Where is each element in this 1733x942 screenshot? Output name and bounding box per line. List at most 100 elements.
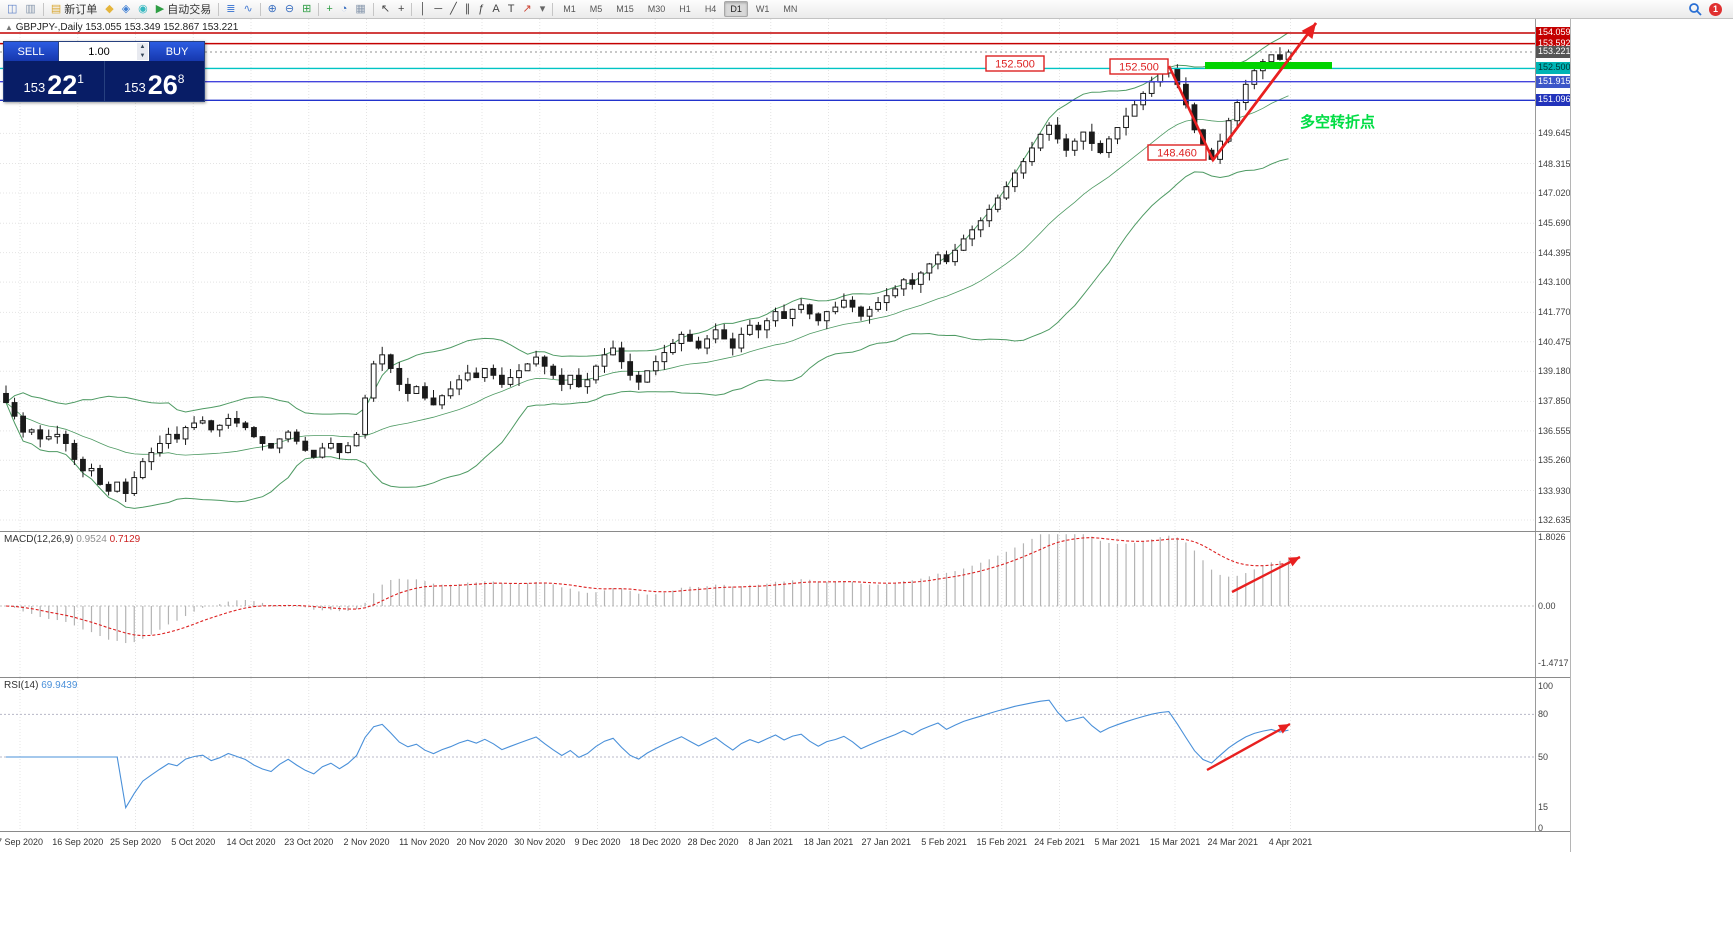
- date-label: 5 Oct 2020: [171, 837, 216, 847]
- timeframe-h4[interactable]: H4: [704, 4, 717, 14]
- horizontal-line-icon: ─: [434, 2, 443, 15]
- bollinger-bands: [5, 32, 1289, 509]
- vertical-line-icon[interactable]: │: [415, 1, 430, 18]
- price-label: 132.635: [1538, 514, 1570, 525]
- fibonacci-icon: ƒ: [478, 2, 485, 15]
- fibonacci-icon[interactable]: ƒ: [474, 1, 488, 18]
- svg-text:148.460: 148.460: [1157, 148, 1197, 160]
- trendline-icon[interactable]: ╱: [446, 1, 461, 18]
- notification-badge[interactable]: 1: [1709, 2, 1722, 16]
- date-label: 30 Nov 2020: [514, 837, 566, 847]
- date-label: 23 Oct 2020: [284, 837, 334, 847]
- timeframe-h1[interactable]: H1: [679, 4, 691, 14]
- new-order-button-label: 新订单: [64, 4, 98, 16]
- timeframe-w1[interactable]: W1: [755, 4, 770, 14]
- rsi-scale: 100 80 50 15 0: [1535, 678, 1570, 831]
- sell-button[interactable]: SELL: [4, 42, 58, 61]
- text-icon[interactable]: A: [488, 1, 503, 18]
- bar-chart-icon[interactable]: ≣: [222, 1, 239, 18]
- macd-scale-label: 0.00: [1538, 601, 1556, 611]
- date-label: 25 Sep 2020: [109, 837, 162, 847]
- rsi-scale-label: 100: [1538, 681, 1554, 691]
- channel-icon: ∥: [464, 2, 471, 15]
- line-chart-icon: ∿: [243, 2, 253, 15]
- support-zone-bar[interactable]: [1205, 62, 1332, 69]
- volume-input[interactable]: [59, 44, 149, 59]
- rsi-scale-label: 50: [1538, 752, 1549, 762]
- timeframe-m30[interactable]: M30: [647, 4, 666, 14]
- market-watch-icon[interactable]: ◈: [118, 1, 134, 18]
- crosshair-icon[interactable]: +: [394, 1, 408, 18]
- arrows-icon: ↗: [522, 2, 532, 15]
- cursor-icon[interactable]: ↖: [377, 1, 394, 18]
- rsi-panel: RSI(14) 69.9439 100 80 50 15 0: [0, 678, 1570, 832]
- buy-button[interactable]: BUY: [150, 42, 204, 61]
- timeframe-m1[interactable]: M1: [563, 4, 576, 14]
- macd-scale-label: -1.4717: [1538, 658, 1569, 669]
- channel-icon[interactable]: ∥: [461, 1, 475, 18]
- macd-panel: MACD(12,26,9) 0.9524 0.7129 1.8026 0.00 -1…: [0, 532, 1570, 678]
- price-label: 144.395: [1538, 247, 1570, 258]
- new-order-button[interactable]: ▤ 新订单: [47, 1, 101, 18]
- bar-chart-icon: ≣: [226, 2, 236, 15]
- price-label: 135.260: [1538, 455, 1570, 466]
- timeframe-buttons: M1 M5 M15 M30 H1 H4 D1 W1 MN: [556, 1, 804, 17]
- zoom-out-icon[interactable]: ⊖: [281, 1, 298, 18]
- timeframe-m5[interactable]: M5: [589, 4, 603, 14]
- date-label: 11 Nov 2020: [399, 837, 450, 847]
- price-label: 145.690: [1538, 218, 1570, 229]
- price-label: 133.930: [1538, 485, 1570, 496]
- main-grid: [0, 19, 1535, 531]
- new-chart-icon[interactable]: ◫: [3, 1, 21, 18]
- tile-windows-icon: ⊞: [302, 2, 312, 15]
- macd-scale: 1.8026 0.00 -1.4717: [1535, 532, 1570, 677]
- sell-price[interactable]: 153 22 1: [4, 61, 104, 101]
- volume-down-icon[interactable]: ▼: [137, 51, 148, 60]
- metaeditor-icon: ◆: [105, 2, 114, 15]
- autotrading-button[interactable]: ▶ 自动交易: [152, 1, 215, 18]
- price-annotation-box[interactable]: [1109, 58, 1169, 75]
- price-annotation-box[interactable]: [1147, 144, 1207, 161]
- dropdown-icon: ▾: [539, 2, 546, 15]
- sell-price-big: 22: [47, 70, 78, 101]
- macd-value-main: 0.9524: [76, 534, 107, 545]
- line-chart-icon[interactable]: ∿: [239, 1, 256, 18]
- buy-price-base: 153: [124, 80, 146, 95]
- toolbar-separator: [552, 2, 554, 16]
- date-label: 24 Feb 2021: [1034, 837, 1085, 847]
- arrows-icon[interactable]: ↗: [518, 1, 535, 18]
- price-badge: 152.500: [1536, 62, 1570, 75]
- timeframe-d1[interactable]: D1: [724, 1, 748, 17]
- toolbar-separator: [318, 2, 320, 16]
- data-window-icon[interactable]: ◉: [134, 1, 152, 18]
- price-label: 137.850: [1538, 396, 1570, 407]
- symbol-title: GBPJPY-,Daily: [15, 22, 83, 33]
- horizontal-line-icon[interactable]: ─: [430, 1, 446, 18]
- dropdown-icon[interactable]: ▾: [536, 1, 550, 18]
- price-badge: 154.059: [1536, 27, 1570, 39]
- timeframe-mn[interactable]: MN: [783, 4, 798, 14]
- label-icon[interactable]: T: [504, 1, 519, 18]
- periods-icon[interactable]: ◔: [337, 1, 352, 18]
- toolbar: ◫ ▥ ▤ 新订单 ◆ ◈ ◉ ▶ 自动交易 ≣ ∿ ⊕ ⊖ ⊞ + ◔ ▦ ↖ + │ ─ ╱ ∥ ƒ A T ↗ ▾ M1 M5 M1…: [0, 0, 1733, 19]
- toolbar-separator: [259, 2, 261, 16]
- symbol-ohlc-values: 153.055 153.349 152.867 153.221: [85, 22, 239, 33]
- buy-price[interactable]: 153 26 8: [105, 61, 205, 101]
- indicators-icon[interactable]: +: [322, 1, 336, 18]
- macd-arrow[interactable]: [1231, 555, 1301, 594]
- templates-icon[interactable]: ▦: [351, 1, 369, 18]
- search-icon[interactable]: [1688, 2, 1702, 16]
- svg-text:152.500: 152.500: [1119, 62, 1159, 74]
- zoom-in-icon[interactable]: ⊕: [264, 1, 281, 18]
- rsi-arrow[interactable]: [1206, 722, 1291, 772]
- metaeditor-icon[interactable]: ◆: [101, 1, 117, 18]
- price-annotation-box[interactable]: [985, 55, 1045, 72]
- tile-windows-icon[interactable]: ⊞: [298, 1, 315, 18]
- volume-up-icon[interactable]: ▲: [137, 43, 148, 52]
- profiles-icon[interactable]: ▥: [21, 1, 39, 18]
- date-label: 4 Apr 2021: [1268, 837, 1313, 847]
- date-label: 8 Jan 2021: [748, 837, 794, 847]
- toolbar-separator: [411, 2, 413, 16]
- toolbar-right: 1: [1688, 2, 1730, 16]
- timeframe-m15[interactable]: M15: [616, 4, 634, 14]
